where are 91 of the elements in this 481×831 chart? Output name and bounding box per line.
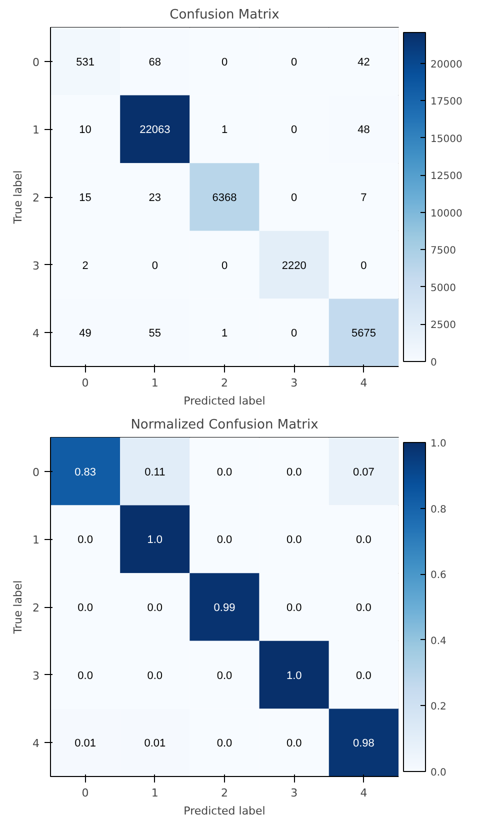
color-bar-label: 15000: [430, 134, 462, 145]
data-label: 0.01: [74, 738, 96, 750]
data-label: 0.0: [216, 670, 232, 682]
data-label: 0: [221, 56, 228, 68]
data-label: 48: [358, 124, 370, 136]
data-label: 0.0: [356, 670, 372, 682]
data-label: 0.0: [78, 602, 93, 614]
data-label: 0: [291, 124, 298, 136]
data-label: 0.11: [144, 466, 166, 478]
data-label: 0.98: [352, 738, 374, 750]
data-label: 0.0: [356, 602, 372, 614]
color-bar-label: 0.4: [430, 636, 446, 647]
y-tick-label: 0: [32, 56, 40, 69]
data-label: 0.0: [216, 738, 232, 750]
data-label: 0.0: [78, 670, 93, 682]
data-label: 0.99: [214, 602, 236, 614]
data-label: 55: [148, 328, 162, 340]
x-tick-label: 3: [290, 786, 298, 800]
color-bar-label: 0.0: [430, 768, 446, 778]
color-bar-label: 20000: [430, 59, 462, 70]
x-axis-title: Predicted label: [184, 394, 266, 408]
data-label: 2: [82, 260, 88, 272]
data-label: 10: [79, 124, 92, 136]
data-label: 0.0: [78, 534, 93, 546]
data-label: 0.83: [74, 466, 96, 478]
y-tick-label: 1: [32, 534, 40, 547]
data-label: 531: [76, 56, 94, 68]
data-label: 0.0: [356, 534, 372, 546]
chart-title: Normalized Confusion Matrix: [130, 418, 319, 432]
data-label: 49: [79, 328, 92, 340]
x-tick-label: 0: [82, 786, 89, 800]
data-label: 0.01: [144, 738, 166, 750]
color-bar-label: 17500: [430, 96, 462, 108]
x-tick-label: 4: [360, 786, 368, 800]
data-label: 0: [291, 192, 298, 204]
data-label: 0: [291, 56, 298, 68]
y-tick-label: 2: [32, 602, 40, 614]
data-label: 2220: [282, 260, 306, 272]
data-label: 0: [360, 260, 367, 272]
data-label: 0.0: [216, 534, 232, 546]
y-axis-title: True label: [12, 580, 24, 635]
x-tick-label: 1: [151, 786, 158, 800]
x-axis-title: Predicted label: [184, 804, 266, 818]
data-label: 1: [221, 124, 228, 136]
y-axis-title: True label: [12, 170, 24, 225]
data-label: 0: [221, 260, 228, 272]
x-tick-label: 4: [360, 376, 368, 390]
data-label: 23: [148, 192, 162, 204]
data-label: 0.07: [352, 466, 374, 478]
color-bar-label: 1.0: [430, 438, 446, 450]
data-label: 68: [148, 56, 162, 68]
y-tick-label: 4: [32, 327, 40, 340]
data-label: 0.0: [286, 738, 302, 750]
y-tick-label: 2: [32, 192, 40, 204]
x-tick-label: 1: [151, 376, 158, 390]
data-label: 42: [358, 56, 370, 68]
data-label: 0.0: [286, 534, 302, 546]
x-tick-label: 3: [290, 376, 298, 390]
data-label: 22063: [140, 124, 170, 136]
data-label: 0: [291, 328, 298, 340]
color-bar-label: 5000: [430, 282, 456, 294]
y-tick-label: 3: [32, 259, 40, 272]
chart-title: Confusion Matrix: [170, 8, 280, 22]
x-tick-label: 2: [221, 786, 228, 800]
data-label: 0.0: [147, 602, 163, 614]
y-tick-label: 1: [32, 124, 40, 137]
color-bar-label: 0.6: [430, 570, 446, 582]
color-bar-label: 12500: [430, 171, 462, 182]
color-bar-label: 10000: [430, 208, 462, 220]
data-label: 1: [221, 328, 228, 340]
data-label: 7: [360, 192, 367, 204]
x-tick-label: 2: [221, 376, 228, 390]
y-tick-label: 3: [32, 669, 40, 682]
data-label: 15: [79, 192, 92, 204]
color-bar-label: 0: [430, 358, 437, 368]
color-bar-label: 0.2: [430, 702, 446, 713]
data-label: 1.0: [286, 670, 302, 682]
data-label: 0: [152, 260, 158, 272]
data-label: 5675: [351, 328, 376, 340]
x-tick-label: 0: [82, 376, 89, 390]
data-label: 0.0: [216, 466, 232, 478]
data-label: 1.0: [147, 534, 163, 546]
data-label: 6368: [212, 192, 237, 204]
data-label: 0.0: [286, 602, 302, 614]
y-tick-label: 0: [32, 466, 40, 479]
color-bar-label: 2500: [430, 320, 456, 332]
color-bar-label: 0.8: [430, 504, 446, 516]
color-bar-label: 7500: [430, 246, 456, 257]
y-tick-label: 4: [32, 737, 40, 750]
data-label: 0.0: [147, 670, 163, 682]
data-label: 0.0: [286, 466, 302, 478]
